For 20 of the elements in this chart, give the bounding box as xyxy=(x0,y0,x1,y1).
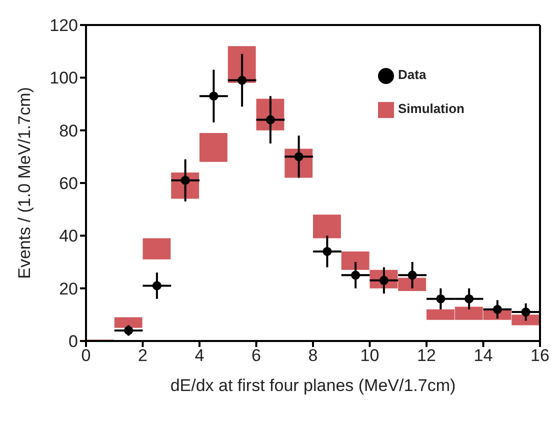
legend-label: Data xyxy=(398,67,426,82)
x-tick-label: 4 xyxy=(194,346,204,366)
x-tick-label: 14 xyxy=(474,346,493,366)
legend-label: Simulation xyxy=(398,101,464,116)
y-tick-label: 20 xyxy=(59,279,78,298)
x-tick-label: 0 xyxy=(81,346,91,366)
x-tick-label: 16 xyxy=(530,346,550,366)
y-tick-label: 60 xyxy=(59,174,78,194)
x-tick-label: 2 xyxy=(138,346,148,366)
y-tick-label: 40 xyxy=(59,226,78,246)
x-tick-label: 6 xyxy=(252,346,261,366)
x-tick-label: 12 xyxy=(417,346,436,366)
y-tick-label: 100 xyxy=(50,68,78,88)
x-tick-label: 8 xyxy=(308,346,318,366)
x-axis-title: dE/dx at first four planes (MeV/1.7cm) xyxy=(170,376,456,395)
x-tick-label: 10 xyxy=(360,346,380,366)
y-tick-label: 120 xyxy=(50,16,78,36)
y-axis-title: Events / (1.0 MeV/1.7cm) xyxy=(15,87,34,279)
y-tick-label: 80 xyxy=(59,121,78,140)
y-tick-label: 0 xyxy=(68,332,78,352)
